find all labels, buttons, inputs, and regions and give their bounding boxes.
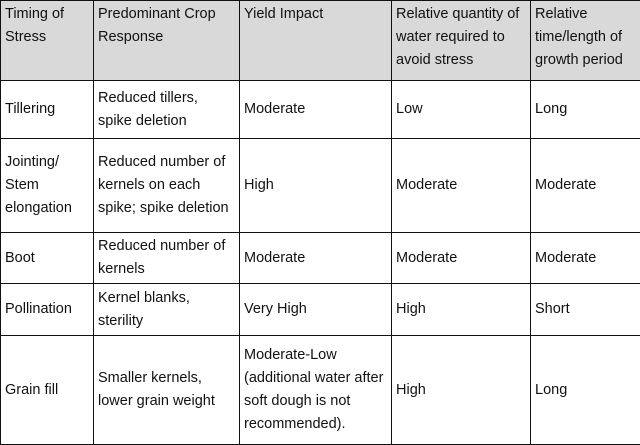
table-cell: Long <box>531 81 640 139</box>
table-cell: Grain fill <box>1 336 94 445</box>
header-cell: Yield Impact <box>240 1 392 81</box>
table-cell: Smaller kernels, lower grain weight <box>94 336 240 445</box>
table-cell: Moderate <box>392 233 531 284</box>
table-cell: Boot <box>1 233 94 284</box>
table-cell: Moderate <box>392 139 531 233</box>
table-cell: Short <box>531 284 640 336</box>
table-cell: Reduced tillers, spike deletion <box>94 81 240 139</box>
table-cell: Low <box>392 81 531 139</box>
header-cell: Timing of Stress <box>1 1 94 81</box>
table-cell: Reduced number of kernels <box>94 233 240 284</box>
table-cell: Moderate <box>240 81 392 139</box>
table-cell: Moderate <box>240 233 392 284</box>
table-cell: High <box>392 336 531 445</box>
table-cell: Long <box>531 336 640 445</box>
table-cell: Moderate-Low (additional water after sof… <box>240 336 392 445</box>
table-cell: Moderate <box>531 233 640 284</box>
table-cell: Tillering <box>1 81 94 139</box>
table-cell: High <box>392 284 531 336</box>
table-cell: Jointing/ Stem elongation <box>1 139 94 233</box>
table-cell: High <box>240 139 392 233</box>
header-cell: Predominant Crop Response <box>94 1 240 81</box>
header-cell: Relative time/length of growth period <box>531 1 640 81</box>
header-cell: Relative quantity of water required to a… <box>392 1 531 81</box>
table-cell: Very High <box>240 284 392 336</box>
table-cell: Moderate <box>531 139 640 233</box>
table-cell: Kernel blanks, sterility <box>94 284 240 336</box>
table-cell: Reduced number of kernels on each spike;… <box>94 139 240 233</box>
table-cell: Pollination <box>1 284 94 336</box>
